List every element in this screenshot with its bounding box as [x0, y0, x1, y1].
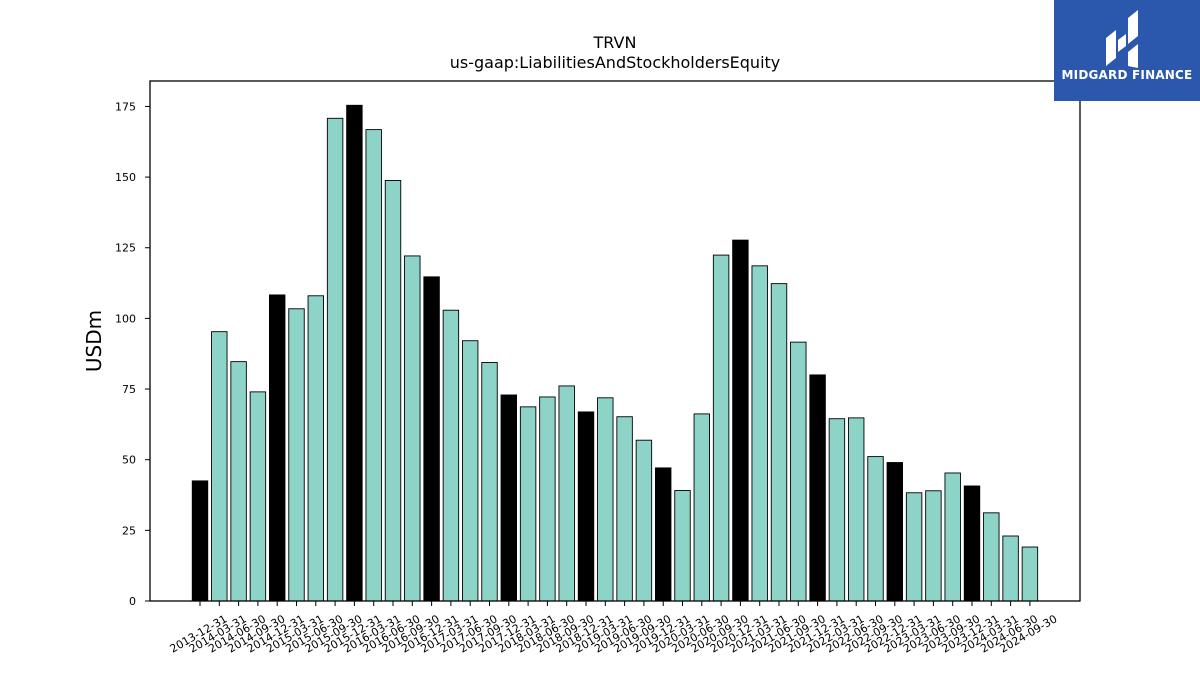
bar-2019-09-30 [635, 439, 653, 602]
bar-2023-03-31 [905, 492, 923, 602]
bar-2020-06-30 [693, 413, 710, 602]
bar-2019-06-30 [616, 416, 633, 602]
bar-2022-09-30 [867, 456, 884, 602]
bar-2023-06-30 [925, 490, 942, 602]
bar-2017-12-31 [500, 394, 517, 602]
bar-2023-09-30 [944, 472, 961, 602]
bar-2017-06-30 [462, 340, 479, 602]
bar-2020-09-30 [712, 254, 730, 602]
bar-2016-03-31 [365, 129, 382, 602]
y-tick-label: 150 [115, 171, 136, 184]
bars-group [191, 104, 1039, 602]
bar-2015-06-30 [307, 295, 324, 602]
chart-title: TRVN [593, 33, 637, 52]
bar-2020-12-31 [732, 239, 749, 602]
chart-subtitle: us-gaap:LiabilitiesAndStockholdersEquity [450, 53, 781, 72]
bar-2014-03-31 [211, 331, 228, 602]
bar-2014-06-30 [230, 361, 247, 602]
bar-2019-03-31 [597, 397, 614, 602]
bar-2016-12-31 [423, 276, 440, 602]
y-axis-label: USDm [82, 310, 106, 372]
bar-2015-03-31 [288, 308, 305, 602]
bar-2016-09-30 [404, 255, 421, 602]
bar-2021-06-30 [770, 283, 788, 602]
bar-2022-12-31 [886, 462, 903, 602]
bar-2019-12-31 [655, 467, 672, 602]
bar-2016-06-30 [384, 180, 402, 602]
bar-2024-03-31 [983, 512, 1000, 602]
bar-2014-12-31 [269, 294, 286, 602]
y-tick-label: 50 [122, 454, 136, 467]
y-tick-label: 75 [122, 383, 136, 396]
bar-2024-09-30 [1021, 546, 1039, 602]
bar-2022-03-31 [828, 418, 846, 602]
bar-2021-03-31 [751, 265, 768, 602]
bar-2017-09-30 [481, 362, 498, 602]
bar-2021-09-30 [790, 341, 807, 602]
bar-2014-09-30 [249, 391, 267, 602]
bar-2018-03-31 [519, 406, 537, 602]
bar-2024-06-30 [1002, 535, 1019, 602]
y-tick-label: 125 [115, 242, 136, 255]
bar-2023-12-31 [963, 485, 981, 602]
y-tick-label: 0 [129, 595, 136, 608]
bar-2021-12-31 [809, 374, 826, 602]
plot-frame [149, 80, 1081, 602]
midgard-logo-icon [1106, 10, 1138, 68]
bar-2015-12-31 [346, 104, 363, 602]
bar-2013-12-31 [191, 480, 209, 602]
bar-2017-03-31 [442, 309, 460, 602]
brand-name: MIDGARD FINANCE [1061, 68, 1193, 82]
x-axis: 2013-12-312014-03-312014-06-302014-09-30… [168, 601, 1059, 656]
midgard-finance-logo: MIDGARD FINANCE [1054, 0, 1200, 101]
y-tick-label: 175 [115, 100, 136, 113]
bar-2022-06-30 [848, 417, 865, 602]
y-tick-label: 25 [122, 524, 136, 537]
bar-2020-03-31 [674, 490, 691, 602]
bar-2018-09-30 [558, 385, 575, 602]
y-tick-label: 100 [115, 312, 136, 325]
bar-2015-09-30 [326, 117, 344, 602]
bar-2018-06-30 [539, 396, 556, 602]
y-axis: 0 25 50 75 100 125 150 175 [115, 100, 150, 608]
bar-2018-12-31 [577, 411, 595, 602]
